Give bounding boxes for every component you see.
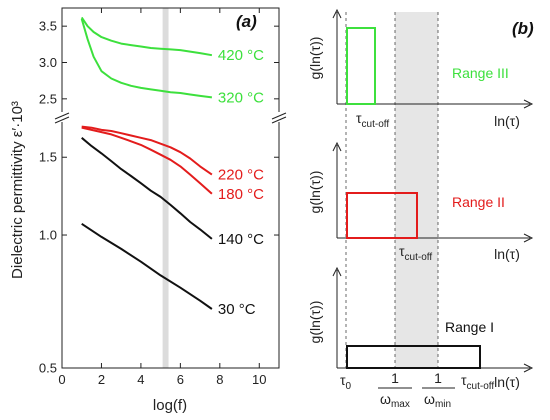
y-ticks-upper: 2.5 3.0 3.5 (39, 19, 279, 106)
tau-cutoff-axis-label: τcut-off (461, 372, 494, 392)
highlight-band (162, 8, 169, 368)
x-arrow-icon (523, 99, 534, 109)
inv-omega-max-label: 1 ωmax (378, 370, 412, 410)
series-label-2: 220 °C (218, 167, 264, 184)
y-tick-label: 1.5 (39, 150, 57, 165)
x-label: ln(τ) (494, 113, 520, 129)
series-label-5: 30 °C (218, 301, 256, 318)
tau0-label: τ0 (340, 372, 352, 392)
series-line-0 (80, 16, 213, 57)
series-line-2 (81, 125, 213, 176)
subplot-range-iii: g(ln(τ)) ln(τ) Range III τcut-off (307, 8, 534, 130)
y-tick-label: 3.5 (39, 19, 57, 34)
y-label: g(ln(τ)) (307, 171, 323, 214)
tau-cutoff-label: τcut-off (356, 110, 389, 130)
x-tick-label: 2 (98, 372, 105, 387)
series-labels: 420 °C 320 °C 220 °C 180 °C 140 °C 30 °C (218, 47, 264, 318)
y-label: g(ln(τ)) (307, 37, 323, 80)
panel-b: g(ln(τ)) ln(τ) Range III τcut-off g(ln(τ… (307, 8, 534, 410)
x-ticks: 0 2 4 6 8 10 (58, 8, 267, 387)
range-label: Range II (452, 194, 505, 210)
x-tick-label: 8 (216, 372, 223, 387)
y-arrow-icon (332, 8, 342, 19)
fraction-denominator: ωmax (380, 391, 410, 410)
x-label: ln(τ) (494, 374, 520, 390)
omega-band (395, 12, 438, 368)
fraction-numerator: 1 (391, 370, 399, 386)
y-arrow-icon (332, 141, 342, 152)
fraction-numerator: 1 (434, 370, 442, 386)
subplot-range-ii: g(ln(τ)) ln(τ) Range II τcut-off (307, 141, 534, 263)
x-arrow-icon (523, 233, 534, 243)
series-group (80, 16, 213, 310)
plot-frame (61, 7, 280, 369)
axis-break (54, 112, 287, 124)
x-tick-label: 0 (58, 372, 65, 387)
range-label: Range III (452, 65, 509, 81)
y-arrow-icon (332, 266, 342, 277)
distribution-box (346, 27, 376, 105)
series-line-4 (81, 137, 213, 240)
y-tick-label: 0.5 (39, 361, 57, 376)
x-tick-label: 10 (252, 372, 266, 387)
range-label: Range I (445, 319, 494, 335)
series-label-3: 180 °C (218, 186, 264, 203)
subplot-range-i: g(ln(τ)) ln(τ) Range I τ0 1 ωmax 1 ωmin … (307, 266, 534, 410)
y-tick-label: 3.0 (39, 55, 57, 70)
tau-cutoff-label: τcut-off (399, 243, 432, 263)
series-line-3 (81, 126, 213, 195)
y-ticks-lower: 0.5 1.0 1.5 (39, 150, 279, 376)
x-arrow-icon (523, 363, 534, 373)
y-tick-label: 1.0 (39, 228, 57, 243)
panel-label-a: (a) (236, 12, 257, 31)
series-label-1: 320 °C (218, 89, 264, 106)
x-tick-label: 6 (177, 372, 184, 387)
fraction-denominator: ωmin (424, 391, 451, 410)
series-line-5 (81, 222, 213, 310)
distribution-box (346, 192, 418, 239)
y-axis-label: Dielectric permittivity ε′·10³ (9, 101, 26, 279)
series-label-0: 420 °C (218, 47, 264, 64)
x-axis-label: log(f) (153, 397, 187, 414)
x-label: ln(τ) (494, 246, 520, 262)
x-tick-label: 4 (137, 372, 144, 387)
series-label-4: 140 °C (218, 231, 264, 248)
y-tick-label: 2.5 (39, 91, 57, 106)
panel-a: 0 2 4 6 8 10 2.5 3.0 3.5 0.5 1.0 1.5 420 °C 320 °C… (9, 7, 287, 414)
series-line-1 (80, 18, 213, 99)
distribution-box (346, 345, 481, 369)
y-label: g(ln(τ)) (307, 301, 323, 344)
inv-omega-min-label: 1 ωmin (422, 370, 455, 410)
panel-label-b: (b) (512, 19, 534, 38)
